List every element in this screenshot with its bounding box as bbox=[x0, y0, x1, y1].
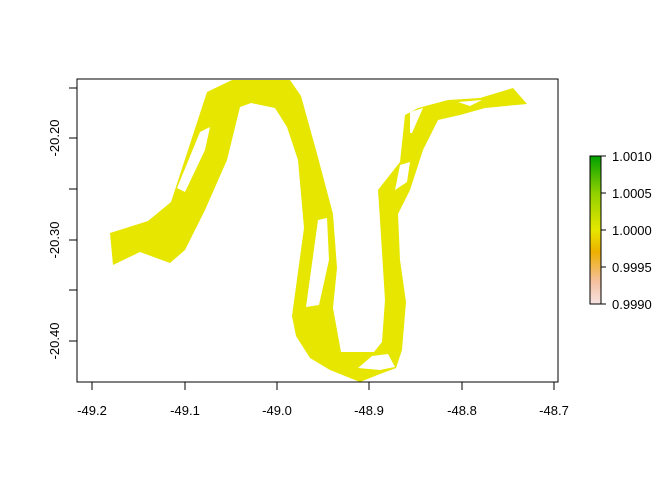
x-tick-label: -48.8 bbox=[447, 403, 477, 418]
legend-tick-label: 0.9995 bbox=[612, 260, 652, 275]
y-tick-label: -20.40 bbox=[47, 323, 62, 360]
x-tick-label: -49.2 bbox=[77, 403, 107, 418]
legend-tick-label: 1.0005 bbox=[612, 186, 652, 201]
river-polygon bbox=[110, 80, 527, 382]
color-legend: 1.0010 1.0005 1.0000 0.9995 0.9990 bbox=[589, 149, 652, 312]
y-tick-label: -20.20 bbox=[47, 120, 62, 157]
legend-colorbar bbox=[589, 155, 602, 305]
x-tick-label: -48.7 bbox=[539, 403, 569, 418]
x-axis: -49.2 -49.1 -49.0 -48.9 -48.8 -48.7 bbox=[77, 381, 569, 418]
y-tick-label: -20.30 bbox=[47, 222, 62, 259]
legend-tick-label: 1.0010 bbox=[612, 149, 652, 164]
x-tick-label: -49.0 bbox=[262, 403, 292, 418]
x-tick-label: -48.9 bbox=[354, 403, 384, 418]
legend-tick-label: 0.9990 bbox=[612, 297, 652, 312]
river-shape bbox=[110, 80, 527, 382]
x-tick-label: -49.1 bbox=[170, 403, 200, 418]
y-axis: -20.20 -20.30 -20.40 bbox=[47, 87, 78, 366]
legend-tick-label: 1.0000 bbox=[612, 223, 652, 238]
